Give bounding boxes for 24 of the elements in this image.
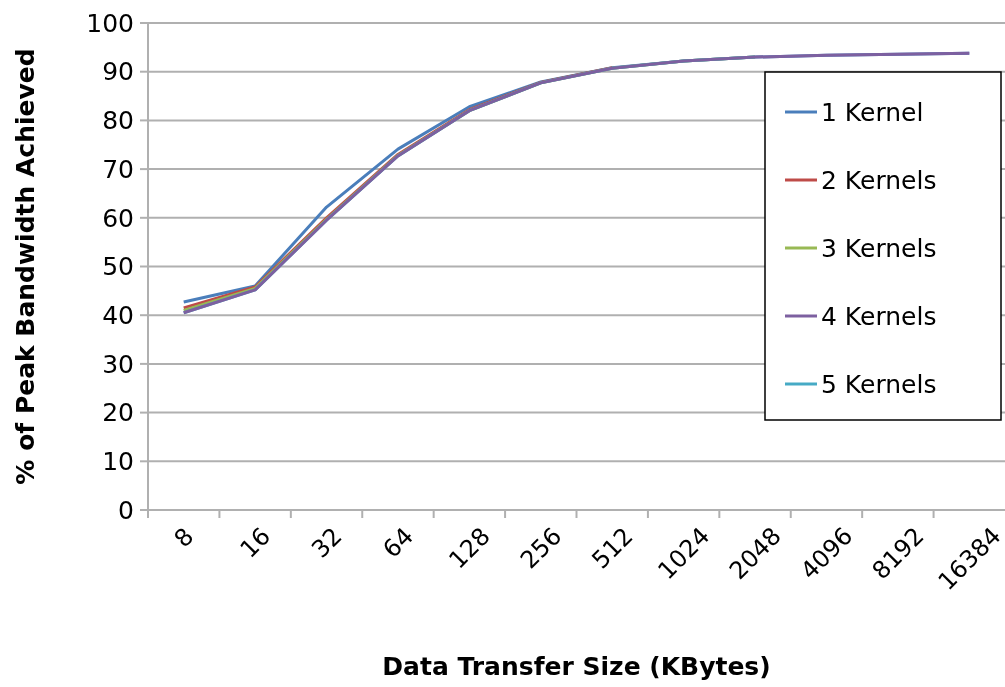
- legend-label: 2 Kernels: [821, 165, 937, 195]
- legend-label: 4 Kernels: [821, 301, 937, 331]
- y-tick-label: 70: [102, 154, 134, 184]
- x-axis-title: Data Transfer Size (KBytes): [382, 652, 771, 681]
- x-tick-label: 8: [168, 522, 200, 553]
- y-tick-label: 40: [102, 300, 134, 330]
- y-tick-label: 10: [102, 447, 134, 477]
- y-tick-label: 0: [118, 495, 134, 525]
- legend-label: 5 Kernels: [821, 369, 937, 399]
- x-tick-label: 512: [586, 522, 639, 575]
- y-tick-label: 50: [102, 252, 134, 282]
- x-tick-label: 128: [443, 522, 496, 575]
- x-tick-label: 64: [377, 522, 419, 564]
- legend-label: 1 Kernel: [821, 97, 924, 127]
- y-axis-title: % of Peak Bandwidth Achieved: [11, 48, 40, 485]
- x-tick-label: 16: [234, 522, 277, 564]
- y-tick-label: 30: [102, 349, 134, 379]
- y-tick-label: 80: [102, 106, 134, 136]
- legend-label: 3 Kernels: [821, 233, 937, 263]
- y-tick-label: 20: [102, 398, 134, 428]
- y-tick-label: 90: [102, 57, 134, 87]
- y-tick-label: 100: [86, 8, 134, 38]
- x-tick-label: 32: [306, 522, 348, 564]
- y-tick-label: 60: [102, 203, 134, 233]
